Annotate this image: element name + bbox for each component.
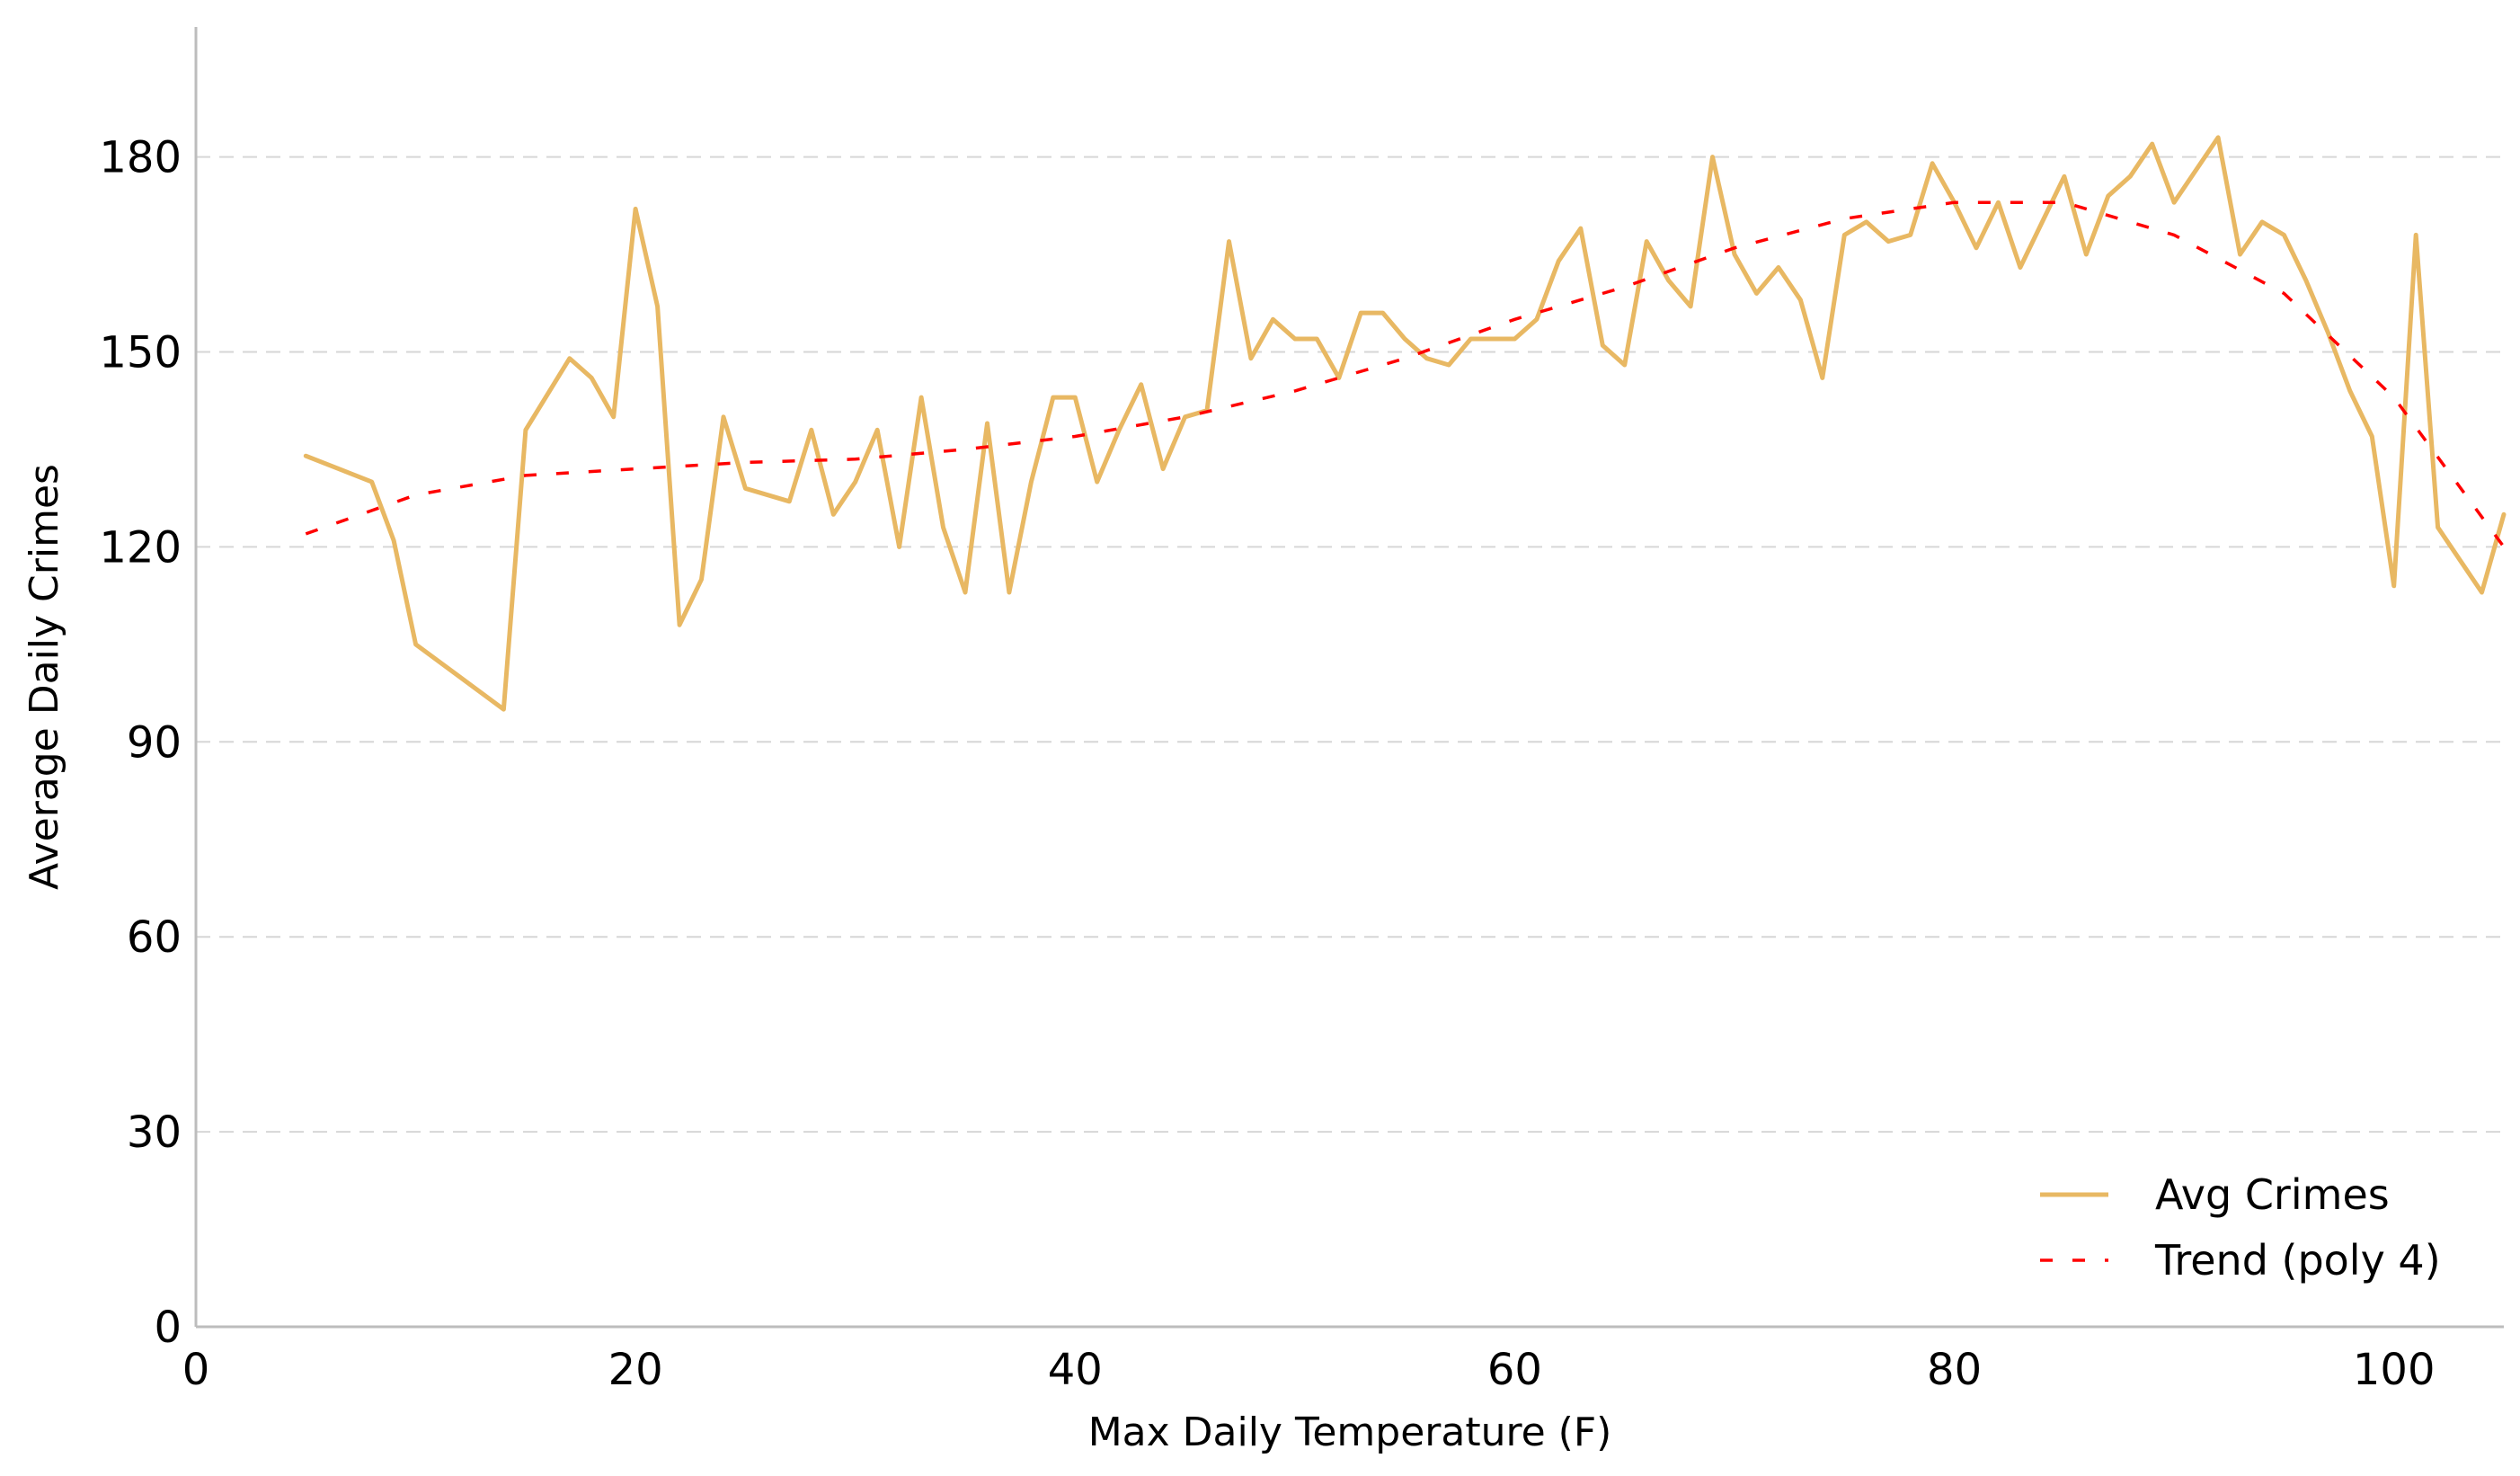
series-line-1 bbox=[305, 200, 2506, 548]
y-tick-label-0: 0 bbox=[154, 1303, 182, 1353]
x-tick-label-40: 40 bbox=[1048, 1345, 1103, 1395]
x-axis-title: Max Daily Temperature (F) bbox=[1088, 1409, 1612, 1455]
series-line-0 bbox=[303, 135, 2507, 712]
axes bbox=[194, 27, 2504, 1329]
x-tick-label-60: 60 bbox=[1487, 1345, 1542, 1395]
x-tick-label-100: 100 bbox=[2353, 1345, 2436, 1395]
series-layer bbox=[303, 135, 2507, 712]
x-tick-label-80: 80 bbox=[1927, 1345, 1982, 1395]
x-tick-label-20: 20 bbox=[608, 1345, 663, 1395]
grid-lines bbox=[196, 156, 2504, 1134]
legend-label-trend: Trend (poly 4) bbox=[2154, 1236, 2441, 1285]
y-tick-label-90: 90 bbox=[127, 717, 182, 768]
legend: Avg Crimes Trend (poly 4) bbox=[2040, 1170, 2441, 1285]
y-axis-title: Average Daily Crimes bbox=[22, 464, 67, 890]
y-tick-label-150: 150 bbox=[99, 328, 182, 378]
y-tick-label-120: 120 bbox=[99, 522, 182, 573]
x-tick-labels: 0 20 40 60 80 100 bbox=[182, 1345, 2436, 1395]
y-tick-label-60: 60 bbox=[127, 912, 182, 963]
y-tick-label-180: 180 bbox=[99, 133, 182, 183]
x-tick-label-0: 0 bbox=[182, 1345, 210, 1395]
y-tick-label-30: 30 bbox=[127, 1107, 182, 1158]
legend-label-avg-crimes: Avg Crimes bbox=[2155, 1170, 2390, 1219]
y-tick-labels: 0 30 60 90 120 150 180 bbox=[99, 133, 182, 1353]
